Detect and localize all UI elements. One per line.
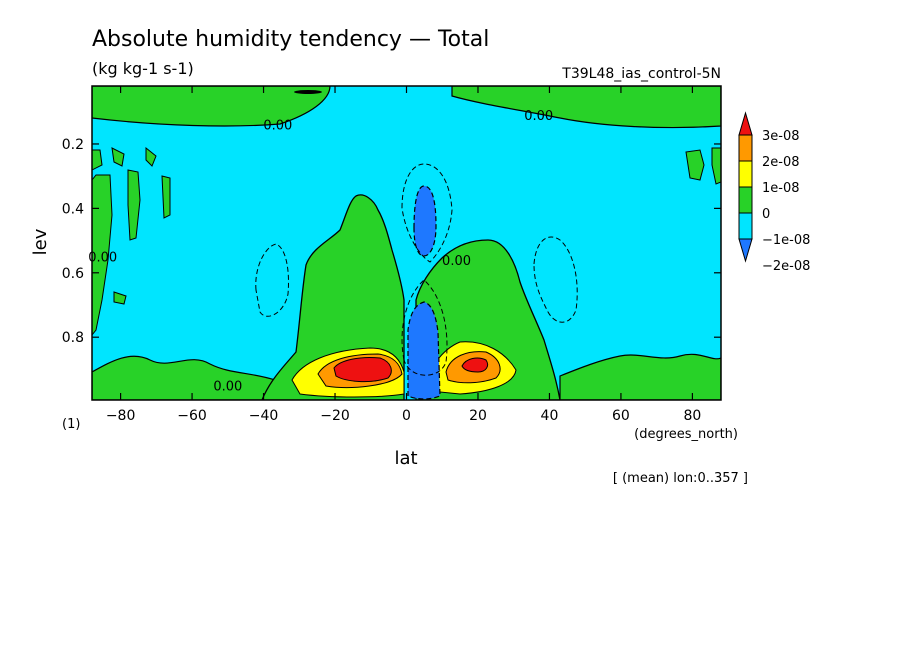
averaging-note: [ (mean) lon:0..357 ] — [613, 471, 748, 486]
x-tick-label: −20 — [320, 408, 350, 424]
colorbar-label: −2e-08 — [762, 259, 810, 274]
colorbar-segment — [738, 160, 753, 188]
x-tick-label: 20 — [469, 408, 487, 424]
dashed-contour-left — [255, 243, 289, 317]
x-axis-label: lat — [394, 448, 417, 469]
positive-region-top-right — [451, 86, 721, 129]
x-tick-label: 60 — [612, 408, 630, 424]
x-tick-label: 40 — [541, 408, 559, 424]
colorbar-label: 3e-08 — [762, 129, 800, 144]
colorbar-segment — [738, 212, 753, 240]
negative-column-upper — [413, 185, 437, 257]
contour-labels: 0.00 0.00 0.00 0.00 0.00 — [88, 109, 553, 395]
positive-streak-5 — [127, 169, 141, 241]
positive-streak-1 — [92, 149, 103, 171]
positive-level4-left — [333, 357, 392, 383]
x-tick-label: 80 — [683, 408, 701, 424]
colorbar-segment — [738, 186, 753, 214]
positive-level4-right — [461, 357, 489, 373]
background-region — [92, 86, 721, 400]
contour-label: 0.00 — [88, 251, 117, 266]
colorbar-bottom-arrow — [738, 238, 753, 263]
plot-area — [92, 86, 721, 400]
chart-title: Absolute humidity tendency — Total — [92, 27, 489, 52]
colorbar-label: 1e-08 — [762, 181, 800, 196]
contour-label: 0.00 — [442, 254, 471, 269]
positive-region-bottom-right — [559, 353, 721, 400]
positive-streak-9 — [711, 147, 721, 185]
positive-region-top-left — [92, 86, 331, 127]
colorbar-label: 0 — [762, 207, 770, 222]
contour-label: 0.00 — [524, 109, 553, 124]
dashed-contour-upper — [401, 163, 453, 263]
positive-streak-4 — [92, 174, 113, 336]
dashed-contour-lower — [401, 279, 448, 376]
x-tick-label: 0 — [402, 408, 411, 424]
x-tick-label: −60 — [177, 408, 207, 424]
colorbar: 3e-08 2e-08 1e-08 0 −1e-08 −2e-08 — [738, 111, 810, 274]
chart-subtitle: (kg kg-1 s-1) — [92, 59, 194, 78]
dashed-contour-right — [533, 236, 578, 323]
experiment-label: T39L48_ias_control-5N — [561, 66, 721, 82]
colorbar-segment — [738, 134, 753, 162]
x-tick-label: −40 — [249, 408, 279, 424]
positive-region-bottom — [92, 355, 276, 400]
contour-label: 0.00 — [213, 380, 242, 395]
positive-streak-3 — [145, 146, 157, 167]
colorbar-label: −1e-08 — [762, 233, 810, 248]
y-tick-label: 0.2 — [62, 137, 84, 153]
colorbar-top-arrow — [738, 111, 753, 136]
positive-streak-8 — [685, 149, 705, 181]
positive-streak-2 — [111, 147, 125, 167]
positive-spot-top — [294, 90, 322, 94]
y-units-label: (1) — [62, 417, 80, 432]
y-axis: 0.2 0.4 0.6 0.8 — [62, 137, 721, 346]
y-tick-label: 0.6 — [62, 266, 84, 282]
positive-streak-7 — [113, 291, 127, 305]
y-axis-label: lev — [30, 228, 51, 255]
contour-label: 0.00 — [263, 119, 292, 134]
y-tick-label: 0.8 — [62, 330, 84, 346]
x-units-label: (degrees_north) — [634, 427, 738, 442]
positive-streak-6 — [161, 175, 171, 219]
x-axis: −80 −60 −40 −20 0 20 40 60 80 — [106, 86, 701, 424]
colorbar-label: 2e-08 — [762, 155, 800, 170]
x-tick-label: −80 — [106, 408, 136, 424]
y-tick-label: 0.4 — [62, 201, 84, 217]
